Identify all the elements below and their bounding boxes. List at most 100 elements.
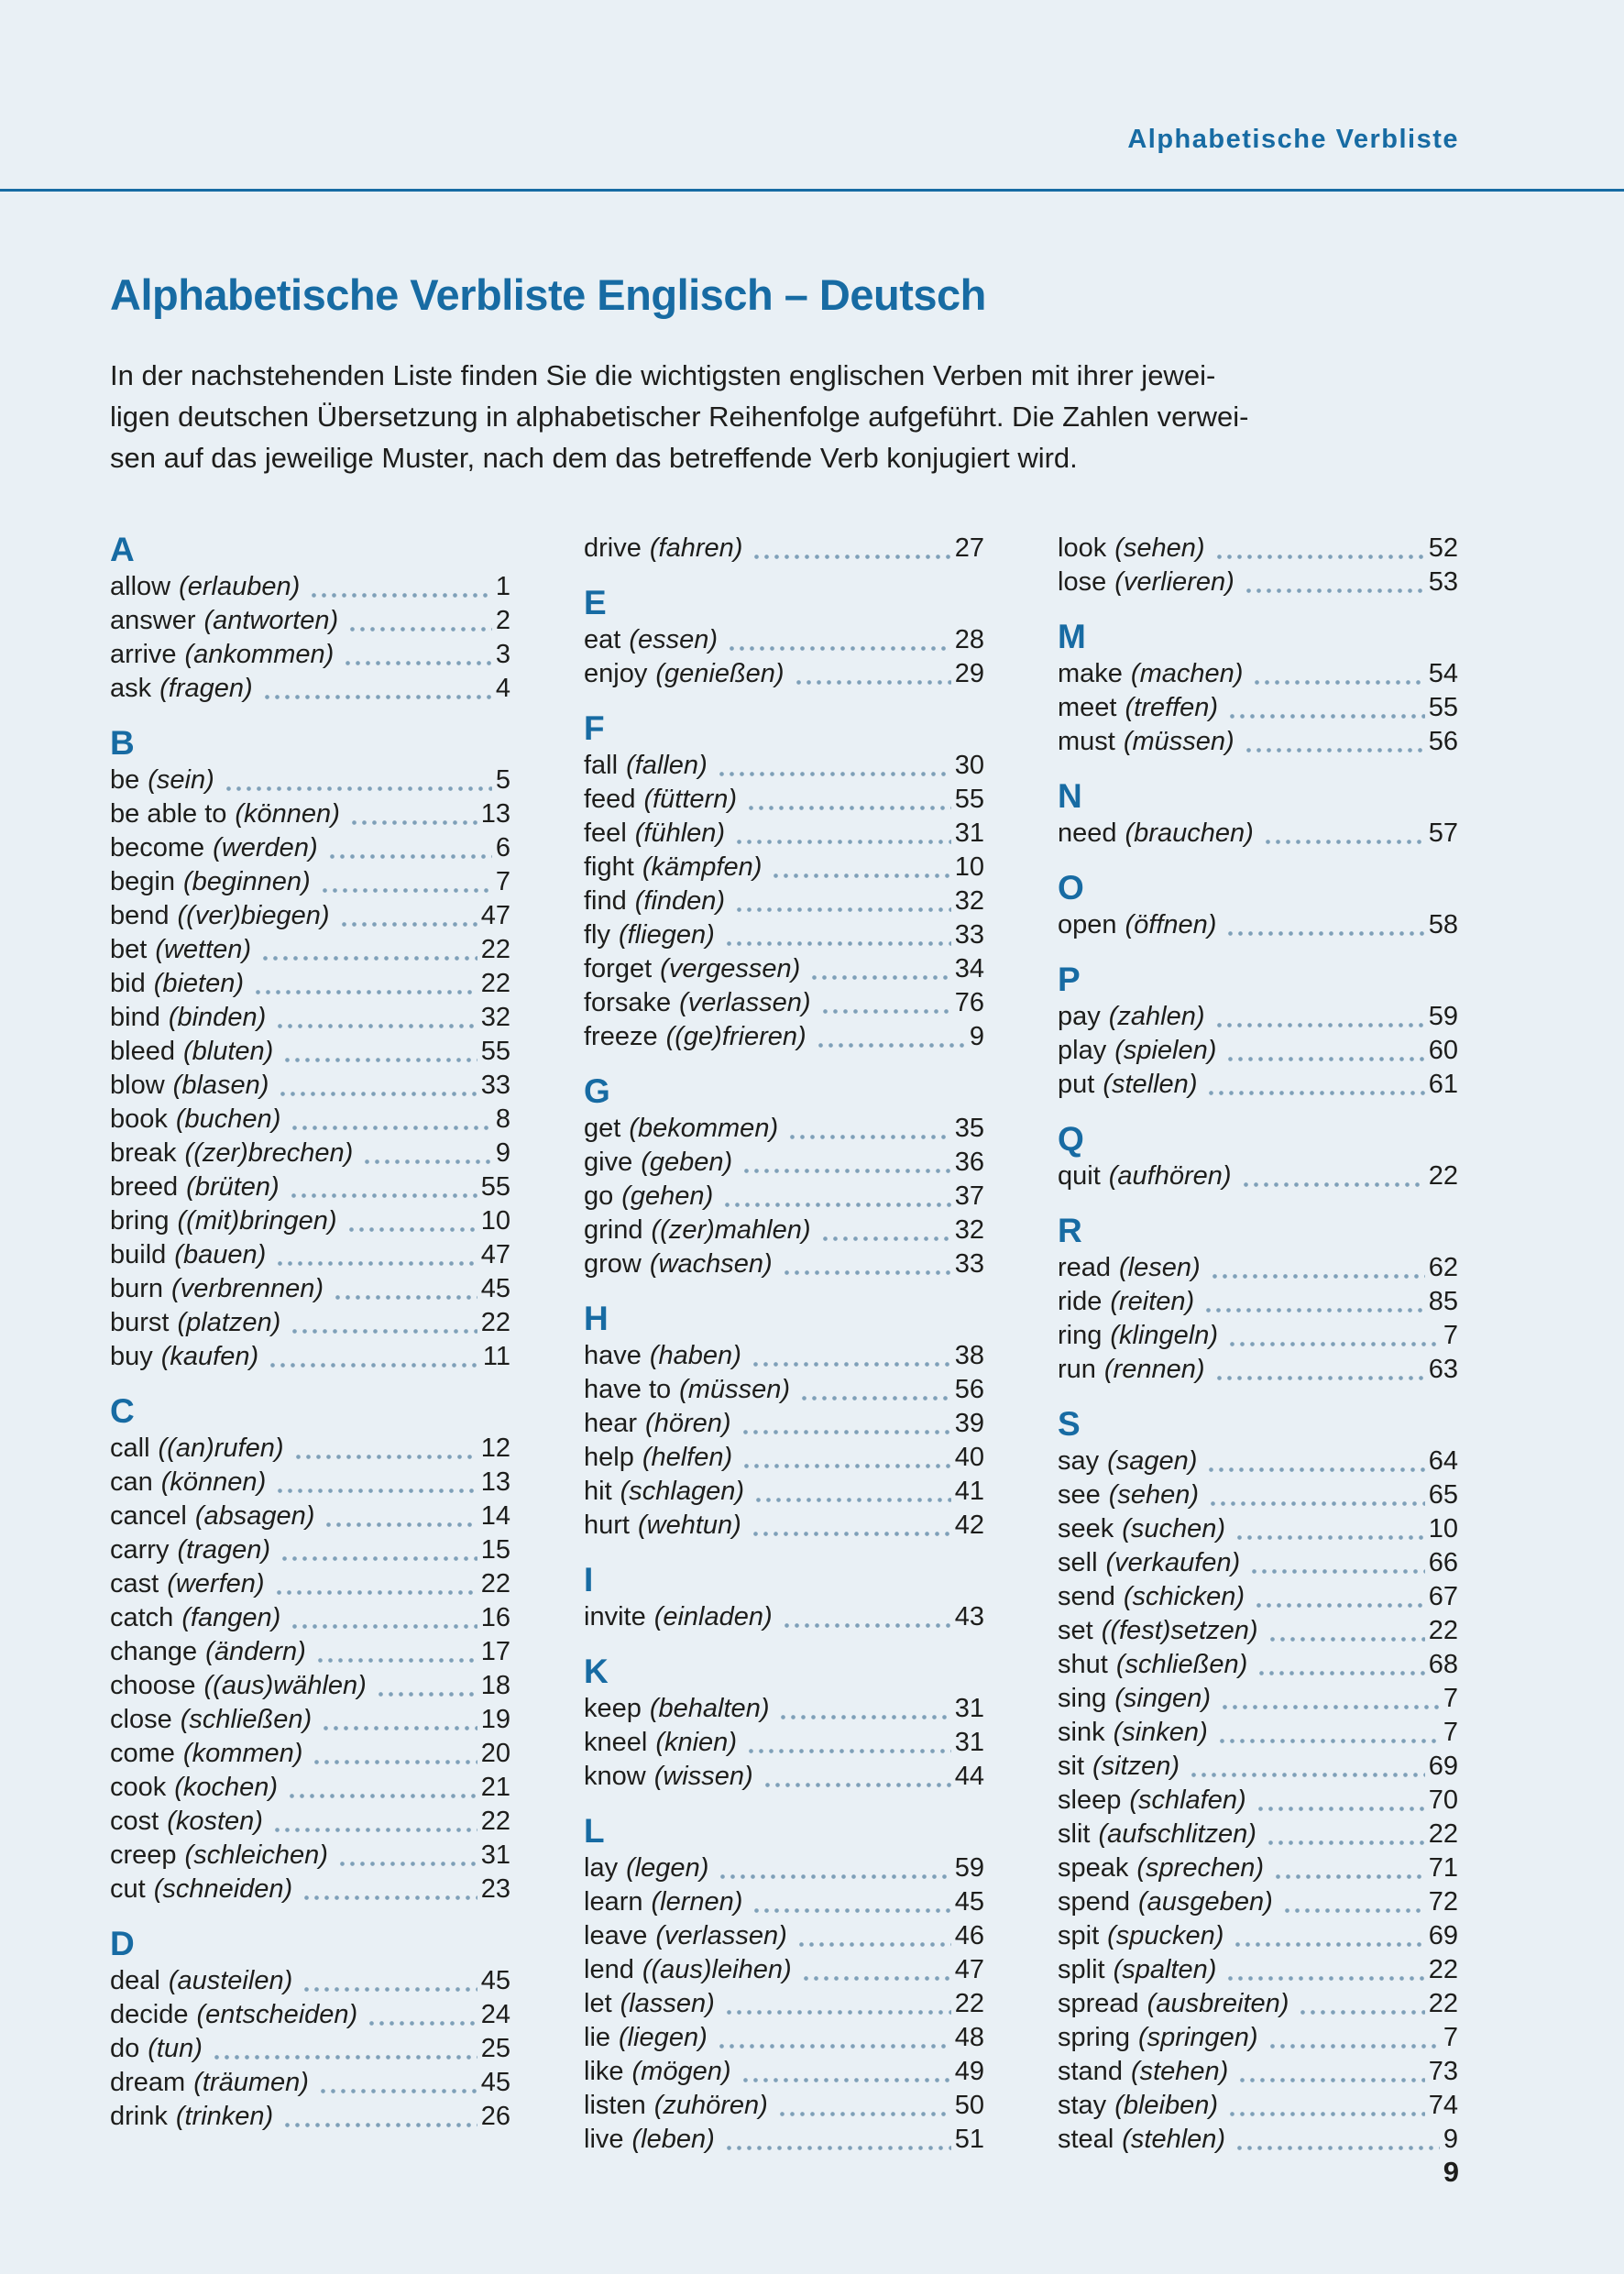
verb-entry: sleep (schlafen) 70 xyxy=(1058,1784,1458,1818)
verb-english: burn xyxy=(110,1274,164,1303)
verb-entry: drive (fahren) 27 xyxy=(584,532,984,566)
pattern-number: 50 xyxy=(954,2091,984,2120)
verb-entry: get (bekommen) 35 xyxy=(584,1112,984,1146)
verb-german-translation: (wetten) xyxy=(155,935,252,964)
pattern-number: 73 xyxy=(1428,2057,1458,2086)
dotted-leader xyxy=(1243,748,1425,753)
pattern-number: 69 xyxy=(1428,1921,1458,1950)
dotted-leader xyxy=(273,1590,477,1595)
dotted-leader xyxy=(809,975,951,980)
dotted-leader xyxy=(741,1169,951,1173)
verb-german-translation: (können) xyxy=(235,799,340,829)
verb-entry: deal (austeilen) 45 xyxy=(110,1964,510,1998)
verb-german-translation: (vergessen) xyxy=(660,954,801,983)
verb-german-translation: (träumen) xyxy=(193,2068,309,2097)
verb-entry: lay (legen) 59 xyxy=(584,1851,984,1885)
verb-entry: lend ((aus)leihen) 47 xyxy=(584,1953,984,1987)
verb-german-translation: (verlassen) xyxy=(655,1921,787,1950)
dotted-leader xyxy=(745,1749,951,1753)
pattern-number: 71 xyxy=(1428,1853,1458,1883)
pattern-number: 32 xyxy=(480,1003,510,1032)
verb-german-translation: (entscheiden) xyxy=(196,2000,358,2029)
verb-german-translation: (fliegen) xyxy=(619,920,715,950)
verb-english: stay xyxy=(1058,2091,1107,2120)
dotted-leader xyxy=(268,1363,479,1368)
verb-entry: need (brauchen) 57 xyxy=(1058,817,1458,851)
verb-english: speak xyxy=(1058,1853,1129,1883)
verb-german-translation: (lesen) xyxy=(1119,1253,1201,1282)
verb-german-translation: (fühlen) xyxy=(634,818,726,848)
verb-entry: close (schließen) 19 xyxy=(110,1703,510,1737)
dotted-leader xyxy=(1213,1023,1425,1027)
verb-german-translation: (aufhören) xyxy=(1108,1161,1232,1191)
pattern-number: 22 xyxy=(1428,1955,1458,1984)
dotted-leader xyxy=(718,1874,951,1879)
dotted-leader xyxy=(796,1942,951,1947)
verb-entry: cook (kochen) 21 xyxy=(110,1771,510,1805)
verb-german-translation: (finden) xyxy=(634,886,726,916)
verb-english: get xyxy=(584,1114,621,1143)
verb-entry: burst (platzen) 22 xyxy=(110,1306,510,1340)
verb-german-translation: (mögen) xyxy=(631,2057,731,2086)
verb-entry: do (tun) 25 xyxy=(110,2032,510,2066)
verb-entry: become (werden) 6 xyxy=(110,831,510,865)
verb-english: blow xyxy=(110,1071,165,1100)
verb-german-translation: (öffnen) xyxy=(1125,910,1217,939)
verb-english: spring xyxy=(1058,2023,1130,2052)
letter-heading: L xyxy=(584,1812,605,1850)
verb-english: invite xyxy=(584,1602,646,1631)
pattern-number: 10 xyxy=(480,1206,510,1236)
pattern-number: 45 xyxy=(480,2068,510,2097)
verb-entry: shut (schließen) 68 xyxy=(1058,1648,1458,1682)
verb-german-translation: (klingeln) xyxy=(1110,1321,1219,1350)
verb-entry: have to (müssen) 56 xyxy=(584,1373,984,1407)
pattern-number: 70 xyxy=(1428,1785,1458,1815)
verb-entry: creep (schleichen) 31 xyxy=(110,1839,510,1873)
dotted-leader xyxy=(287,1794,477,1798)
dotted-leader xyxy=(338,922,477,927)
verb-english: deal xyxy=(110,1966,160,1995)
pattern-number: 45 xyxy=(480,1966,510,1995)
pattern-number: 67 xyxy=(1428,1582,1458,1611)
pattern-number: 38 xyxy=(954,1341,984,1370)
dotted-leader xyxy=(1234,1535,1425,1540)
pattern-number: 51 xyxy=(954,2125,984,2154)
dotted-leader xyxy=(302,1895,477,1900)
dotted-leader xyxy=(1206,1091,1425,1095)
pattern-number: 53 xyxy=(1428,567,1458,597)
verb-english: look xyxy=(1058,533,1107,563)
dotted-leader xyxy=(278,1092,477,1096)
dotted-leader xyxy=(302,1987,477,1992)
verb-entry: lose (verlieren) 53 xyxy=(1058,566,1458,599)
verb-english: answer xyxy=(110,606,196,635)
dotted-leader xyxy=(1213,1376,1425,1380)
pattern-number: 76 xyxy=(954,988,984,1017)
letter-heading: N xyxy=(1058,777,1082,815)
verb-entry: grind ((zer)mahlen) 32 xyxy=(584,1214,984,1247)
verb-german-translation: (sitzen) xyxy=(1092,1752,1180,1781)
verb-english: seek xyxy=(1058,1514,1114,1543)
verb-german-translation: (kämpfen) xyxy=(642,852,763,882)
verb-english: call xyxy=(110,1434,150,1463)
dotted-leader xyxy=(734,840,951,844)
verb-english: let xyxy=(584,1989,612,2018)
dotted-leader xyxy=(741,1464,951,1468)
verb-german-translation: (kaufen) xyxy=(160,1342,259,1371)
letter-heading: F xyxy=(584,709,605,747)
verb-entry: lie (liegen) 48 xyxy=(584,2021,984,2055)
verb-entry: forget (vergessen) 34 xyxy=(584,952,984,986)
pattern-number: 1 xyxy=(495,572,510,601)
dotted-leader xyxy=(800,1976,951,1981)
verb-entry: pay (zahlen) 59 xyxy=(1058,1000,1458,1034)
pattern-number: 39 xyxy=(954,1409,984,1438)
pattern-number: 59 xyxy=(954,1853,984,1883)
running-head: Alphabetische Verbliste xyxy=(1127,125,1459,154)
verb-english: bid xyxy=(110,969,146,998)
dotted-leader xyxy=(347,627,492,632)
verb-english: set xyxy=(1058,1616,1093,1645)
verb-english: grind xyxy=(584,1215,643,1245)
dotted-leader xyxy=(734,907,951,912)
pattern-number: 62 xyxy=(1428,1253,1458,1282)
letter-heading: B xyxy=(110,724,135,762)
dotted-leader xyxy=(280,1556,477,1561)
